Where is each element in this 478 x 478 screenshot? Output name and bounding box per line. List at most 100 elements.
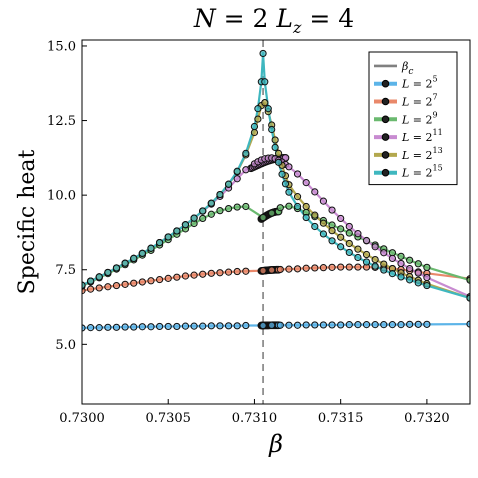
data-point	[406, 320, 414, 328]
title-text: N = 2 Lz = 4	[193, 4, 354, 37]
data-point	[268, 209, 276, 217]
data-point	[233, 322, 241, 330]
x-tick-label: 0.7310	[232, 411, 278, 426]
data-point	[362, 250, 371, 259]
data-point	[345, 263, 353, 271]
data-point	[207, 269, 215, 277]
data-point	[138, 278, 146, 286]
data-point	[147, 277, 155, 285]
data-point	[87, 285, 95, 293]
data-point	[104, 283, 112, 291]
data-point	[319, 219, 328, 227]
data-point	[293, 170, 302, 178]
plot-area	[82, 40, 470, 404]
data-point	[337, 225, 345, 233]
data-point	[388, 321, 396, 329]
data-point	[259, 213, 267, 222]
data-point	[173, 322, 181, 331]
data-point	[371, 262, 379, 270]
y-axis-label: Specific heat	[15, 150, 40, 295]
data-point	[242, 166, 250, 174]
data-point	[264, 105, 272, 113]
legend-label-3: L = 29	[401, 110, 438, 126]
data-point	[112, 281, 121, 290]
data-point	[311, 188, 319, 196]
data-point	[173, 273, 181, 281]
data-point	[354, 321, 362, 329]
data-point	[380, 321, 388, 329]
data-point	[156, 322, 164, 331]
data-point	[130, 323, 138, 331]
data-point	[112, 323, 121, 331]
data-point	[199, 270, 207, 278]
data-point	[261, 99, 269, 107]
data-point	[371, 255, 379, 264]
data-point	[423, 263, 431, 271]
axes: 0.7300 0.7305 0.7310 0.7315 0.7320 5.0 7.5 10.0…	[15, 39, 471, 458]
y-tick-label: 5.0	[55, 338, 76, 353]
data-point	[311, 264, 319, 272]
data-point	[406, 256, 414, 264]
data-point	[130, 279, 138, 287]
data-point	[233, 203, 241, 211]
data-point	[328, 227, 336, 235]
data-point	[278, 170, 286, 178]
data-point	[190, 322, 198, 330]
data-point	[181, 272, 190, 280]
data-point	[276, 265, 284, 274]
data-point	[285, 163, 293, 171]
data-point	[362, 258, 371, 266]
data-point	[285, 188, 293, 196]
data-point	[242, 267, 250, 275]
data-point	[268, 125, 276, 134]
data-point	[345, 222, 353, 231]
data-point	[371, 243, 379, 251]
plot-frame	[81, 39, 471, 405]
legend-marker-5	[381, 151, 390, 159]
data-point	[259, 321, 267, 330]
data-point	[302, 179, 310, 187]
data-point	[380, 260, 388, 268]
data-point	[259, 267, 267, 275]
data-point	[147, 323, 155, 331]
data-point	[362, 321, 371, 329]
data-point	[345, 239, 353, 248]
data-point	[311, 222, 319, 231]
data-point	[87, 324, 95, 332]
data-point	[397, 273, 405, 281]
data-point	[207, 210, 215, 218]
data-point	[354, 230, 362, 238]
data-point	[406, 264, 414, 273]
data-point	[362, 236, 371, 245]
data-point	[285, 202, 293, 210]
data-point	[328, 263, 336, 271]
data-point	[423, 320, 431, 328]
data-point	[181, 322, 190, 330]
data-point	[250, 128, 259, 137]
data-point	[242, 321, 250, 330]
data-point	[319, 230, 328, 238]
data-point	[293, 265, 302, 273]
data-point	[138, 323, 146, 331]
data-point	[224, 204, 233, 213]
data-point	[311, 321, 319, 329]
data-point	[337, 263, 345, 271]
data-point	[319, 321, 328, 329]
data-point	[254, 115, 262, 123]
data-point	[233, 175, 241, 183]
data-point	[276, 321, 284, 329]
data-point	[319, 197, 328, 205]
data-point	[233, 267, 241, 276]
data-point	[156, 275, 164, 284]
data-point	[216, 207, 224, 215]
data-point	[216, 269, 224, 277]
data-point	[271, 143, 279, 152]
data-point	[414, 279, 422, 287]
data-point	[112, 264, 121, 272]
data-point	[302, 321, 310, 329]
data-point	[199, 214, 207, 223]
x-axis-label: β	[268, 430, 283, 458]
data-point	[95, 284, 103, 292]
data-point	[199, 322, 207, 330]
